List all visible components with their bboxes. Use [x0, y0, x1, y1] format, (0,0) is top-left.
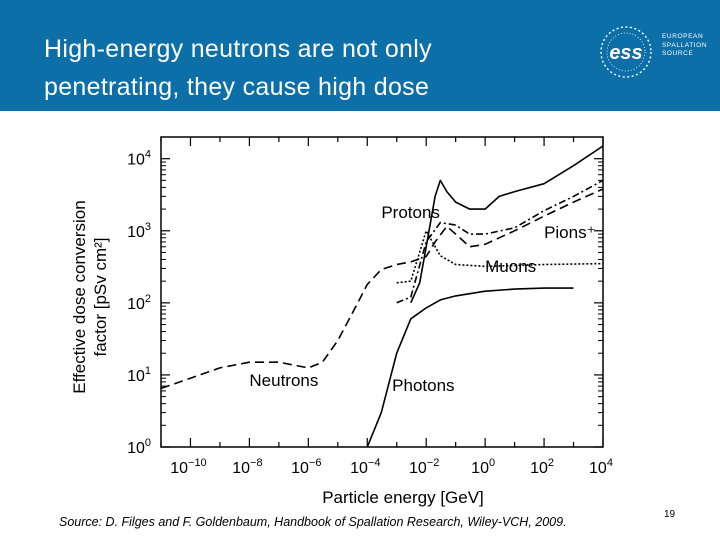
logo-line-1: EUROPEAN — [662, 33, 704, 40]
dose-conversion-chart: 10−10 10−8 10−6 10−4 10−2 100 102 104 100 101 102 1… — [70, 136, 613, 507]
x-tick-label: 10−10 — [170, 457, 206, 477]
plot-frame — [160, 136, 604, 448]
axis-ticks — [160, 136, 604, 448]
series-line-photons — [366, 287, 574, 448]
x-tick-label: 104 — [589, 457, 613, 477]
x-axis-label: Particle energy [GeV] — [322, 488, 484, 507]
x-tick-label: 100 — [471, 457, 495, 477]
source-citation: Source: D. Filges and F. Goldenbaum, Han… — [59, 515, 567, 529]
x-tick-label: 102 — [530, 457, 554, 477]
page-number: 19 — [664, 509, 676, 520]
x-tick-label: 10−6 — [291, 457, 321, 477]
y-axis-label: Effective dose conversion factor [pSv cm… — [70, 200, 110, 393]
title-banner: High-energy neutrons are not only penetr… — [0, 0, 720, 111]
y-tick-label: 103 — [127, 221, 151, 241]
series-label: Protons — [381, 203, 440, 222]
series-line-muons — [396, 230, 604, 284]
ess-logo-icon: ess — [600, 26, 652, 78]
slide-title: High-energy neutrons are not only penetr… — [44, 30, 564, 106]
y-axis-label-line-1: Effective dose conversion — [70, 200, 89, 393]
tick-labels: 10−10 10−8 10−6 10−4 10−2 100 102 104 100 101 102 1… — [127, 149, 613, 477]
series-label: Neutrons — [249, 371, 318, 390]
series-label: Photons — [392, 376, 454, 395]
logo-line-2: SPALLATION — [662, 41, 708, 49]
ess-logo-mark: ess — [609, 42, 642, 64]
x-tick-label: 10−2 — [409, 457, 439, 477]
series-label: Pions⁺ — [544, 223, 596, 242]
series-lines — [160, 145, 604, 448]
y-tick-label: 104 — [127, 149, 151, 169]
series-line-neutrons — [160, 188, 604, 390]
y-tick-label: 100 — [127, 437, 151, 457]
x-tick-label: 10−4 — [350, 457, 380, 477]
logo-wordmark: EUROPEAN SPALLATION SOURCE — [662, 33, 707, 59]
logo-line-3: SOURCE — [662, 50, 694, 58]
series-labels: Neutrons Protons Pions⁺ Muons Photons — [249, 203, 595, 395]
series-line-protons — [410, 145, 604, 304]
y-axis-label-line-2: factor [pSv cm²] — [91, 237, 110, 356]
x-tick-label: 10−8 — [232, 457, 262, 477]
slide-title-line-2: penetrating, they cause high dose — [44, 73, 430, 101]
y-tick-label: 101 — [127, 365, 151, 385]
slide-title-line-1: High-energy neutrons are not only — [44, 35, 432, 63]
y-tick-label: 102 — [127, 293, 151, 313]
series-label: Muons — [485, 257, 536, 276]
